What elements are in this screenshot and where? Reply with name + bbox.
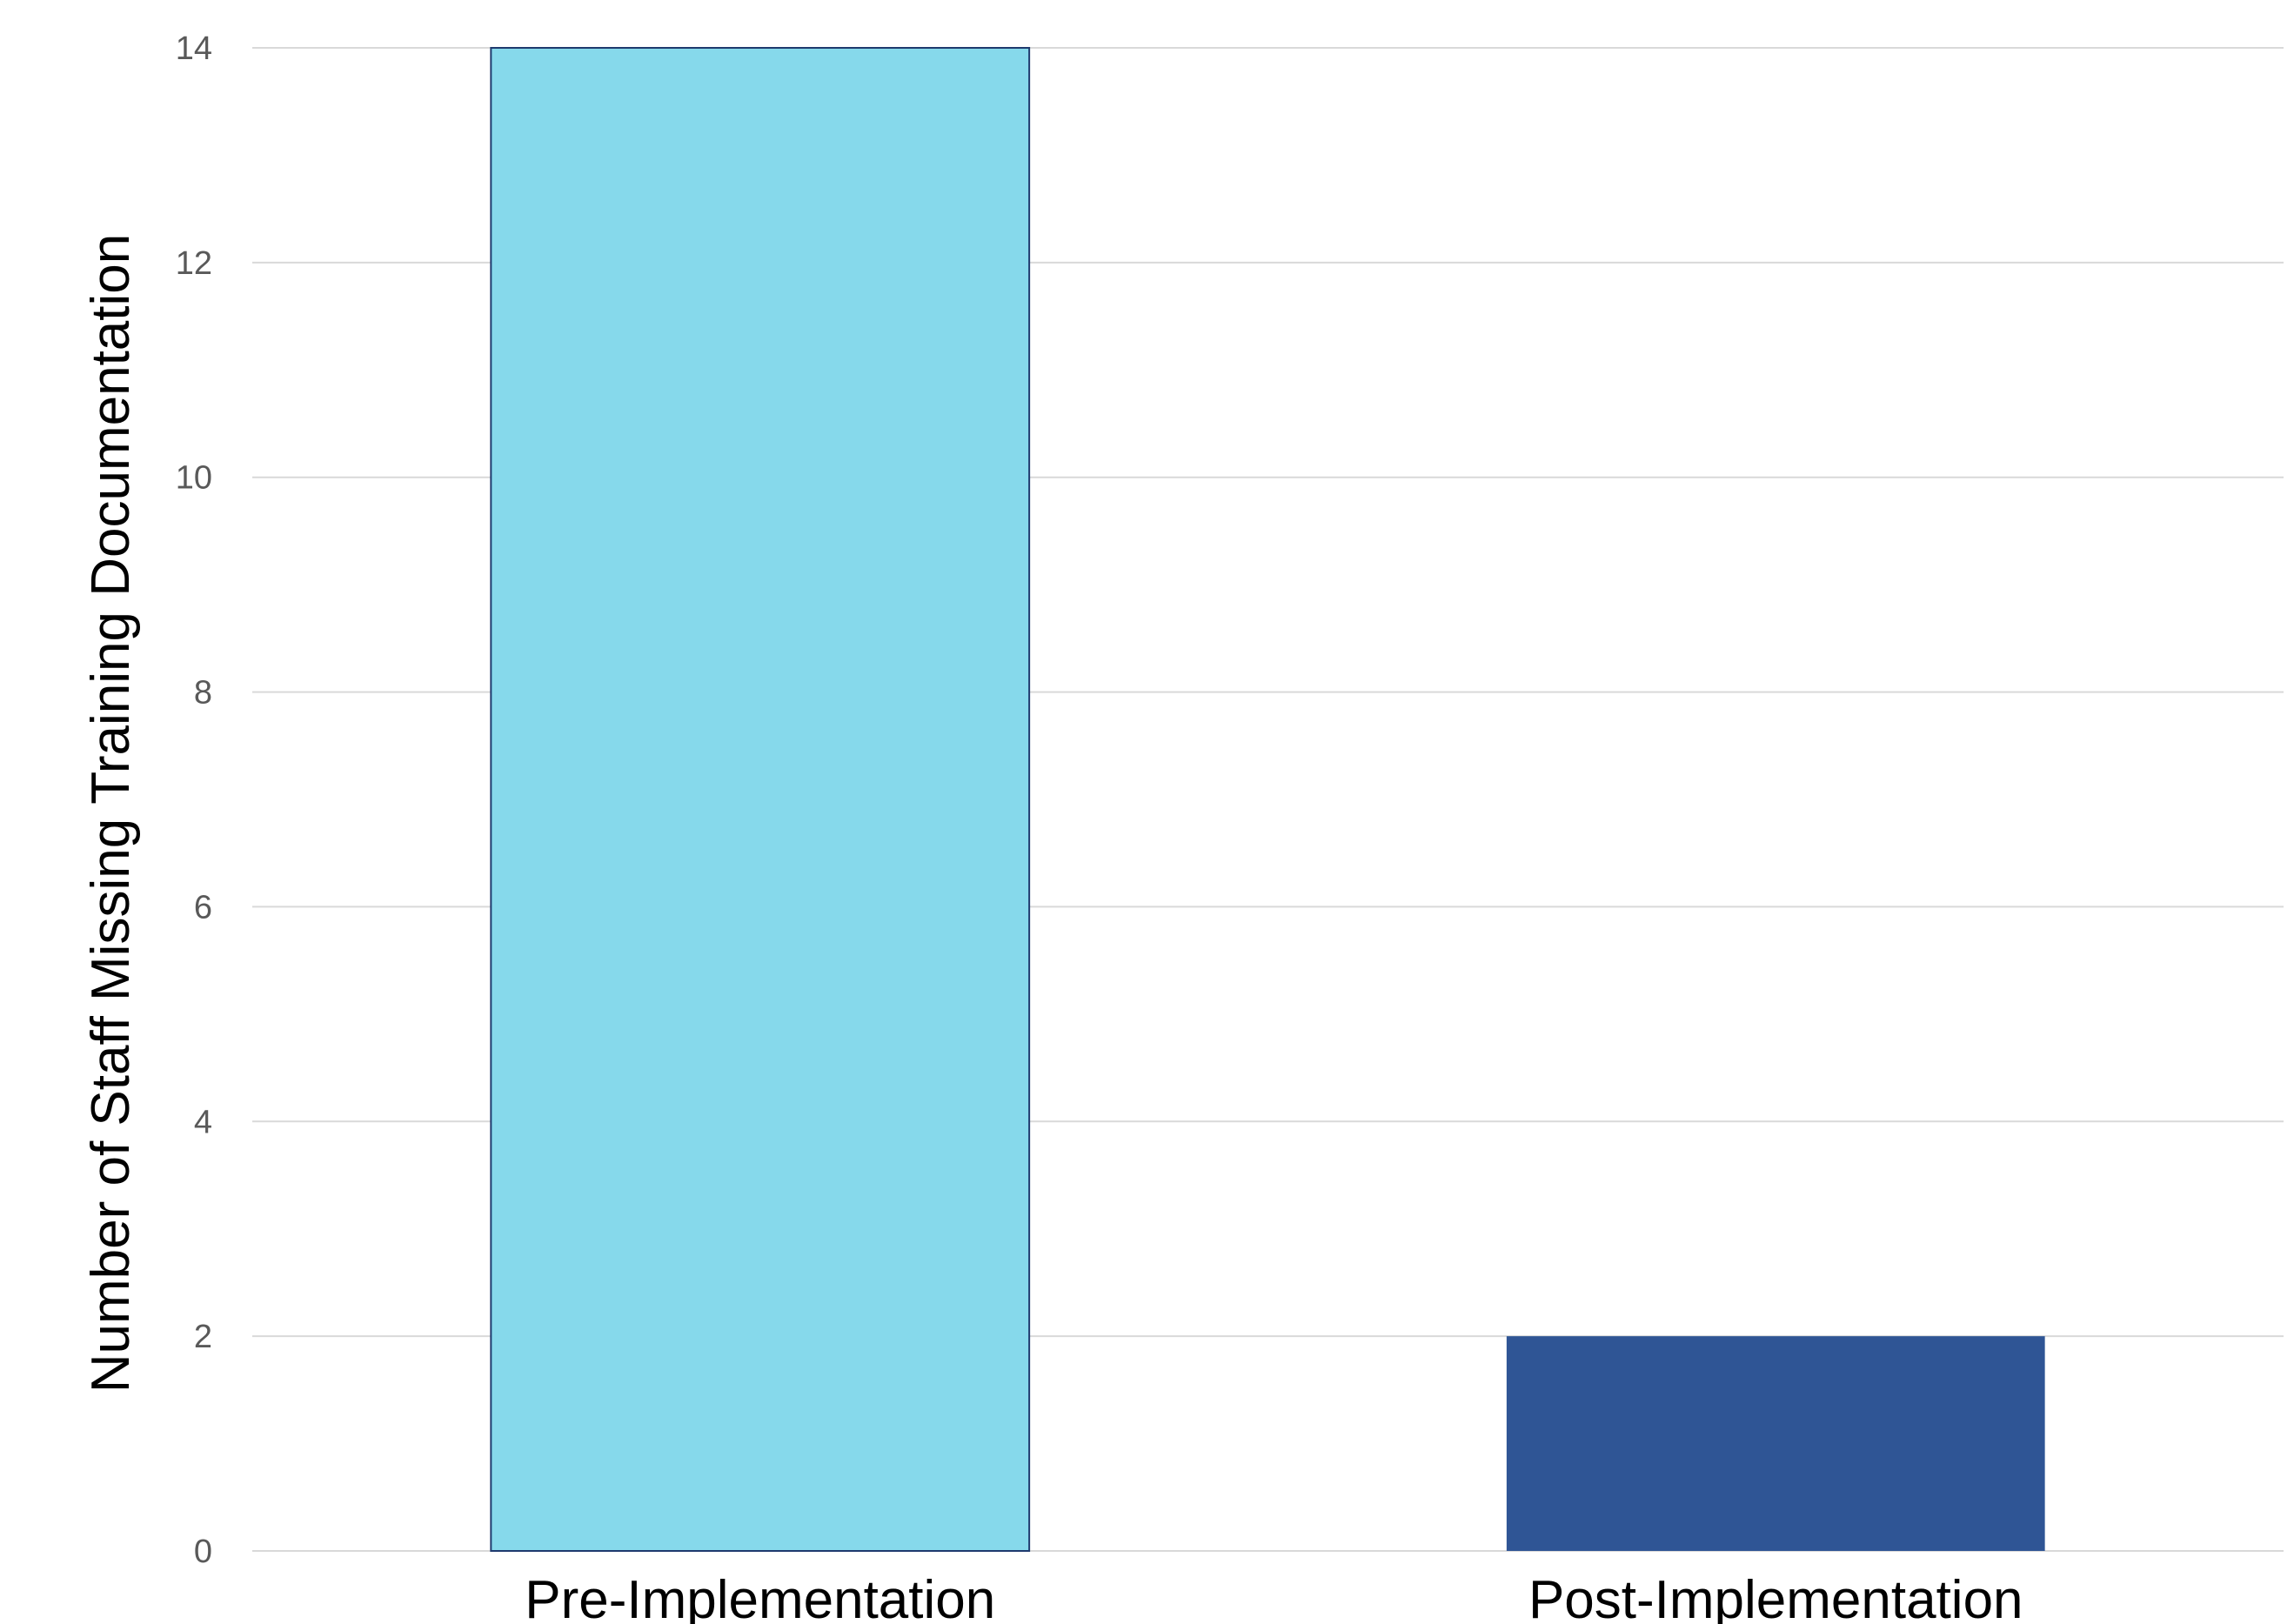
y-tick-labels: 0 2 4 6 8 10 12 14 <box>176 30 212 1570</box>
bar-post-implementation <box>1506 1336 2045 1551</box>
x-category-labels: Pre-Implementation Post-Implementation <box>525 1570 2023 1624</box>
y-tick-label: 10 <box>176 460 212 497</box>
y-tick-label: 2 <box>194 1319 212 1355</box>
bars <box>490 47 2045 1552</box>
x-category-label: Post-Implementation <box>1528 1570 2023 1624</box>
y-tick-label: 6 <box>194 889 212 926</box>
bar-pre-implementation <box>490 47 1031 1552</box>
y-tick-label: 12 <box>176 245 212 282</box>
y-tick-label: 4 <box>194 1104 212 1140</box>
x-category-label: Pre-Implementation <box>525 1570 995 1624</box>
y-tick-label: 14 <box>176 30 212 67</box>
y-axis-title: Number of Staff Missing Training Documen… <box>81 234 141 1393</box>
y-tick-label: 8 <box>194 675 212 712</box>
y-tick-label: 0 <box>194 1534 212 1570</box>
